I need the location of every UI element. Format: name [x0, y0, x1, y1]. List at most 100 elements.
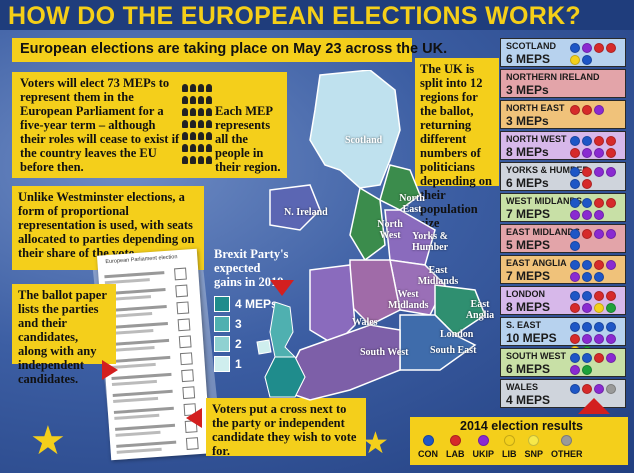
meps-box: Voters will elect 73 MEPs to represent t…	[12, 72, 287, 178]
legend-label: 1	[235, 357, 242, 371]
region-card: NORTHERN IRELAND 3 MEPs	[500, 69, 626, 98]
legend-label: 2	[235, 337, 242, 351]
party-dot	[606, 198, 616, 208]
meps-text: Voters will elect 73 MEPs to represent t…	[20, 76, 180, 174]
map-yorks	[384, 209, 436, 266]
map-east-anglia	[434, 284, 486, 336]
party-dot	[570, 272, 580, 282]
region-count: 7 MEPS	[506, 207, 551, 221]
map-label-yorks: Yorks & Humber	[411, 231, 449, 253]
party-dot	[594, 291, 604, 301]
party-dot	[570, 198, 580, 208]
person-icon	[198, 132, 204, 140]
region-name: WEST MIDLANDS	[506, 196, 582, 206]
region-name: NORTH EAST	[506, 103, 565, 113]
party-dot	[582, 179, 592, 189]
region-dots	[570, 105, 622, 115]
cross-box: Voters put a cross next to the party or …	[206, 398, 366, 458]
party-dot	[570, 148, 580, 158]
party-dot	[606, 136, 616, 146]
date-box: European elections are taking place on M…	[12, 38, 447, 62]
party-dot	[570, 303, 580, 313]
person-icon	[206, 84, 212, 92]
person-icon	[190, 108, 196, 116]
region-dots	[570, 260, 622, 282]
region-name: YORKS & HUMBER	[506, 165, 590, 175]
ballot-checkbox	[177, 318, 191, 332]
ballot-box: The ballot paper lists the parties and t…	[12, 284, 116, 386]
region-name: SOUTH WEST	[506, 351, 566, 361]
brexit-mini-map	[256, 302, 306, 398]
result-label: LAB	[446, 449, 465, 459]
region-count: 3 MEPs	[506, 83, 549, 97]
region-card: SOUTH WEST 6 MEPS	[500, 348, 626, 377]
uk-map	[269, 70, 486, 401]
ballot-checkbox	[174, 267, 187, 281]
region-card: NORTH EAST 3 MEPs	[500, 100, 626, 129]
ballot-row	[110, 352, 193, 372]
region-count: 6 MEPs	[506, 176, 549, 190]
region-name: NORTH WEST	[506, 134, 567, 144]
region-count: 6 MEPS	[506, 362, 551, 376]
party-dot	[606, 260, 616, 270]
party-dot	[582, 260, 592, 270]
person-icon	[198, 84, 204, 92]
region-card: NORTH WEST 8 MEPs	[500, 131, 626, 160]
map-label-south-west: South West	[360, 347, 409, 358]
result-dot	[503, 435, 515, 446]
party-dot	[594, 148, 604, 158]
result-label: OTHER	[551, 449, 583, 459]
result-label: LIB	[502, 449, 517, 459]
region-name: EAST MIDLANDS	[506, 227, 580, 237]
party-dot	[570, 291, 580, 301]
region-card: YORKS & HUMBER 6 MEPs	[500, 162, 626, 191]
region-count: 3 MEPs	[506, 114, 549, 128]
person-icon	[182, 144, 188, 152]
result-item: LIB	[502, 435, 517, 459]
party-dot	[594, 334, 604, 344]
ballot-row	[112, 386, 196, 406]
party-dot	[570, 229, 580, 239]
ballot-checkbox	[178, 335, 192, 349]
map-label-west-mid: West Midlands	[388, 289, 429, 311]
party-dot	[606, 229, 616, 239]
result-item: SNP	[525, 435, 543, 459]
ballot-row	[109, 335, 192, 355]
party-dot	[594, 43, 604, 53]
person-icon	[198, 144, 204, 152]
result-item: CON	[418, 435, 438, 459]
region-dots	[570, 353, 622, 375]
ballot-row	[115, 420, 198, 439]
region-dots	[570, 43, 622, 65]
party-dot	[582, 353, 592, 363]
ballot-checkbox	[182, 386, 196, 400]
party-dot	[582, 55, 592, 65]
person-icon	[206, 132, 212, 140]
legend-swatch	[214, 316, 230, 332]
region-name: S. EAST	[506, 320, 542, 330]
legend-label: 4 MEPs	[235, 297, 278, 311]
people-icon-grid	[182, 84, 212, 164]
ballot-checkbox	[181, 369, 194, 383]
region-card: EAST MIDLANDS 5 MEPS	[500, 224, 626, 253]
ballot-row	[111, 369, 194, 389]
party-dot	[606, 334, 616, 344]
region-card: LONDON 8 MEPS	[500, 286, 626, 315]
party-dot	[582, 334, 592, 344]
party-dot	[594, 167, 604, 177]
result-label: UKIP	[472, 449, 495, 459]
person-icon	[190, 156, 196, 164]
person-icon	[190, 144, 196, 152]
ballot-checkbox	[175, 284, 189, 298]
party-dot	[570, 365, 580, 375]
eu-star-icon: ★	[362, 427, 389, 460]
party-dot	[582, 136, 592, 146]
map-label-ni: N. Ireland	[284, 207, 328, 218]
legend-item: 1	[214, 356, 278, 372]
party-dot	[582, 322, 592, 332]
person-icon	[190, 132, 196, 140]
ballot-row	[104, 267, 187, 287]
ballot-checkbox	[185, 437, 199, 450]
party-dot	[606, 148, 616, 158]
legend-swatch	[214, 336, 230, 352]
